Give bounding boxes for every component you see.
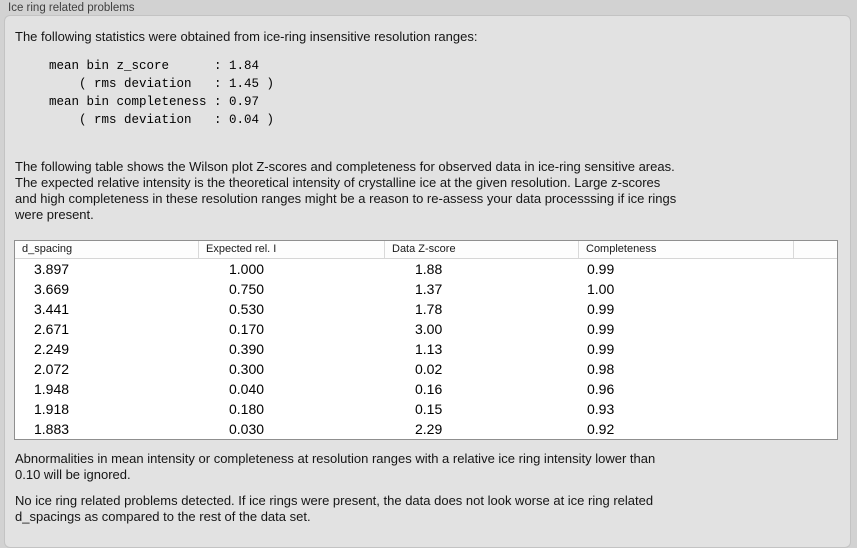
table-cell: 2.072 (34, 361, 70, 377)
table-description: The following table shows the Wilson plo… (15, 159, 677, 222)
table-cell-empty (794, 319, 837, 339)
table-row[interactable]: 2.671 0.170 3.00 0.99 (15, 319, 837, 339)
table-cell-empty (794, 399, 837, 419)
table-cell-empty (794, 379, 837, 399)
table-cell: 0.16 (415, 381, 443, 397)
table-cell-empty (794, 419, 837, 439)
table-cell: 0.390 (229, 341, 265, 357)
table-cell-empty (794, 359, 837, 379)
table-cell-empty (794, 339, 837, 359)
table-cell: 0.96 (587, 381, 615, 397)
table-cell: 3.00 (415, 321, 443, 337)
table-cell: 0.02 (415, 361, 443, 377)
table-cell: 2.671 (34, 321, 70, 337)
header-cell-empty (794, 241, 837, 258)
table-cell: 3.669 (34, 281, 70, 297)
table-cell-empty (794, 299, 837, 319)
table-cell: 0.750 (229, 281, 265, 297)
stats-block: mean bin z_score : 1.84 ( rms deviation … (49, 59, 275, 127)
table-cell: 1.13 (415, 341, 443, 357)
table-cell: 1.883 (34, 421, 70, 437)
table-cell: 1.918 (34, 401, 70, 417)
table-row[interactable]: 3.441 0.530 1.78 0.99 (15, 299, 837, 319)
header-cell-d-spacing[interactable]: d_spacing (15, 241, 199, 258)
ignore-note-text: Abnormalities in mean intensity or compl… (15, 451, 656, 482)
table-cell: 0.530 (229, 301, 265, 317)
table-header: d_spacing Expected rel. I Data Z-score C… (15, 241, 837, 259)
table-cell: 1.37 (415, 281, 443, 297)
header-cell-completeness[interactable]: Completeness (579, 241, 794, 258)
panel-content: The following statistics were obtained f… (5, 16, 850, 525)
table-cell: 0.040 (229, 381, 265, 397)
table-cell: 0.98 (587, 361, 615, 377)
table-cell: 0.99 (587, 301, 615, 317)
header-cell-expected-rel-i[interactable]: Expected rel. I (199, 241, 385, 258)
table-cell: 0.030 (229, 421, 265, 437)
table-cell: 0.170 (229, 321, 265, 337)
table-row[interactable]: 1.883 0.030 2.29 0.92 (15, 419, 837, 439)
table-cell: 0.300 (229, 361, 265, 377)
table-cell: 2.29 (415, 421, 443, 437)
table-body: 3.897 1.000 1.88 0.99 3.669 0.750 1.37 1.00 3.44… (15, 259, 837, 439)
table-cell: 0.92 (587, 421, 615, 437)
table-cell-empty (794, 259, 837, 279)
table-cell: 0.99 (587, 341, 615, 357)
table-cell: 3.897 (34, 261, 70, 277)
table-cell: 0.15 (415, 401, 443, 417)
table-row[interactable]: 2.249 0.390 1.13 0.99 (15, 339, 837, 359)
table-row[interactable]: 3.897 1.000 1.88 0.99 (15, 259, 837, 279)
ice-ring-panel: The following statistics were obtained f… (4, 15, 851, 548)
table-cell: 1.78 (415, 301, 443, 317)
table-cell: 3.441 (34, 301, 70, 317)
conclusion-text: No ice ring related problems detected. I… (15, 493, 654, 524)
group-box-label: Ice ring related problems (8, 2, 135, 14)
header-cell-data-z-score[interactable]: Data Z-score (385, 241, 579, 258)
table-row[interactable]: 3.669 0.750 1.37 1.00 (15, 279, 837, 299)
table-cell: 0.99 (587, 321, 615, 337)
table-cell-empty (794, 279, 837, 299)
table-row[interactable]: 1.948 0.040 0.16 0.96 (15, 379, 837, 399)
table-cell: 0.180 (229, 401, 265, 417)
table-cell: 2.249 (34, 341, 70, 357)
table-cell: 1.000 (229, 261, 265, 277)
table-cell: 1.88 (415, 261, 443, 277)
table-row[interactable]: 1.918 0.180 0.15 0.93 (15, 399, 837, 419)
table-cell: 1.00 (587, 281, 615, 297)
table-cell: 0.93 (587, 401, 615, 417)
table-row[interactable]: 2.072 0.300 0.02 0.98 (15, 359, 837, 379)
table-cell: 1.948 (34, 381, 70, 397)
stats-intro-text: The following statistics were obtained f… (15, 29, 478, 44)
ice-ring-table[interactable]: d_spacing Expected rel. I Data Z-score C… (14, 240, 838, 440)
table-cell: 0.99 (587, 261, 615, 277)
